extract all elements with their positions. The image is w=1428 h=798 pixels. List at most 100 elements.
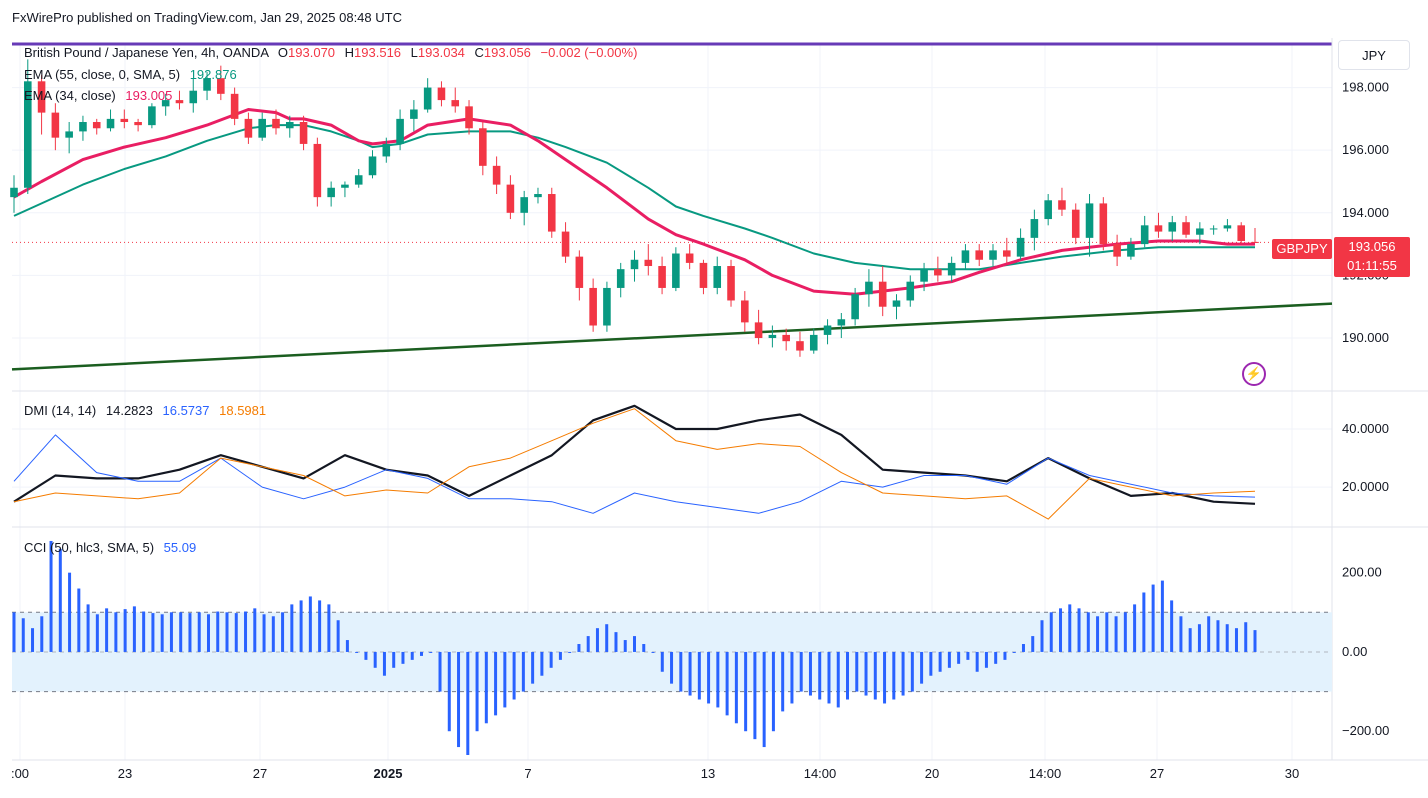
time-tick-label: 2025 — [374, 766, 403, 781]
cci-bar — [670, 651, 674, 684]
cci-legend[interactable]: CCI (50, hlc3, SMA, 5) 55.09 — [24, 540, 196, 555]
dmi-legend[interactable]: DMI (14, 14) 14.2823 16.5737 18.5981 — [24, 403, 266, 418]
cci-bar — [1133, 604, 1137, 652]
cci-bar — [771, 651, 775, 732]
lightning-icon[interactable]: ⚡ — [1242, 362, 1266, 386]
cci-bar — [1086, 612, 1090, 652]
high-value: 193.516 — [354, 45, 402, 60]
cci-bar — [957, 651, 961, 664]
cci-bar — [457, 651, 461, 748]
candle-body — [837, 319, 846, 326]
candle-body — [865, 281, 873, 295]
candle-body — [989, 250, 997, 260]
candle-body — [189, 90, 198, 104]
cci-bar — [892, 651, 896, 700]
candle-body — [1030, 219, 1039, 238]
candle-body — [534, 194, 542, 198]
cci-bar — [707, 651, 711, 704]
candle-body — [79, 122, 87, 132]
cci-bar — [614, 632, 618, 652]
cci-bar — [540, 651, 544, 676]
price-tick-label: 198.000 — [1342, 80, 1389, 95]
cci-bar — [299, 600, 303, 652]
cci-bar — [336, 620, 340, 652]
candle-body — [1251, 241, 1259, 243]
candle-body — [10, 187, 18, 198]
dmi-tick-label: 20.0000 — [1342, 479, 1389, 494]
ema55-value: 192.876 — [189, 67, 237, 82]
bar-countdown: 01:11:55 — [1347, 258, 1397, 273]
candle-body — [148, 106, 156, 126]
candle-body — [327, 187, 335, 198]
candle-body — [92, 122, 101, 129]
axis-labels: 198.000196.000194.000192.000190.00040.00… — [11, 80, 1389, 781]
cci-bar — [466, 651, 470, 755]
cci-bar — [31, 628, 35, 652]
main-legend: British Pound / Japanese Yen, 4h, OANDA … — [24, 45, 637, 60]
cci-bar — [1068, 604, 1072, 652]
candle-body — [161, 100, 170, 107]
support-trendline — [11, 302, 1333, 371]
candle-body — [892, 300, 901, 307]
price-tick-label: 196.000 — [1342, 142, 1389, 157]
cci-bar — [781, 651, 785, 712]
candle-body — [272, 118, 280, 129]
close-value: 193.056 — [483, 45, 531, 60]
candle-body — [741, 300, 749, 323]
cci-bar — [790, 651, 794, 704]
cci-bar — [651, 651, 655, 653]
time-tick-label: 14:00 — [1029, 766, 1062, 781]
cci-bar — [558, 651, 562, 660]
cci-bar — [345, 640, 349, 652]
cci-bar — [494, 651, 498, 716]
cci-bar — [929, 651, 933, 676]
candle-body — [1237, 225, 1246, 241]
cci-bar — [873, 651, 877, 700]
cci-bar — [253, 608, 257, 652]
cci-bar — [521, 651, 525, 692]
cci-bar — [484, 651, 488, 724]
candle-body — [975, 250, 984, 260]
cci-bar — [105, 608, 109, 652]
cci-bar — [744, 651, 748, 732]
symbol-title: British Pound / Japanese Yen, 4h, OANDA — [24, 45, 269, 60]
cci-bar — [142, 611, 146, 652]
cci-bar — [1123, 612, 1127, 652]
cci-bar — [1179, 616, 1183, 652]
cci-bar — [734, 651, 738, 724]
cci-bar — [68, 572, 72, 652]
cci-bar — [836, 651, 840, 708]
candle-body — [644, 259, 653, 267]
candle-body — [1196, 228, 1204, 235]
cci-bar — [994, 651, 998, 664]
ema55-legend[interactable]: EMA (55, close, 0, SMA, 5) 192.876 — [24, 67, 237, 82]
candle-body — [23, 81, 32, 188]
cci-bar — [401, 651, 405, 664]
ema34-legend[interactable]: EMA (34, close) 193.005 — [24, 88, 172, 103]
dmi-label: DMI (14, 14) — [24, 403, 97, 418]
candle-body — [1085, 203, 1094, 238]
candle-body — [699, 262, 708, 288]
cci-bar — [827, 651, 831, 704]
candle-body — [175, 100, 184, 104]
cci-bar — [95, 614, 99, 652]
change-value: −0.002 (−0.00%) — [540, 45, 638, 60]
cci-bar — [697, 651, 701, 700]
cci-pane — [12, 540, 1332, 755]
candle-body — [782, 334, 790, 342]
cci-bar — [910, 651, 914, 692]
candle-body — [823, 325, 832, 335]
cci-bar — [429, 651, 433, 653]
candle-body — [768, 334, 777, 339]
cci-bar — [623, 640, 627, 652]
candle-body — [796, 341, 804, 351]
currency-button[interactable]: JPY — [1338, 40, 1410, 70]
publisher-header: FxWirePro published on TradingView.com, … — [12, 10, 402, 25]
cci-bar — [216, 611, 220, 652]
cci-bar — [1151, 584, 1155, 652]
candle-body — [368, 156, 377, 176]
open-value: 193.070 — [288, 45, 336, 60]
candle-body — [492, 165, 501, 185]
cci-bar — [1197, 624, 1201, 652]
